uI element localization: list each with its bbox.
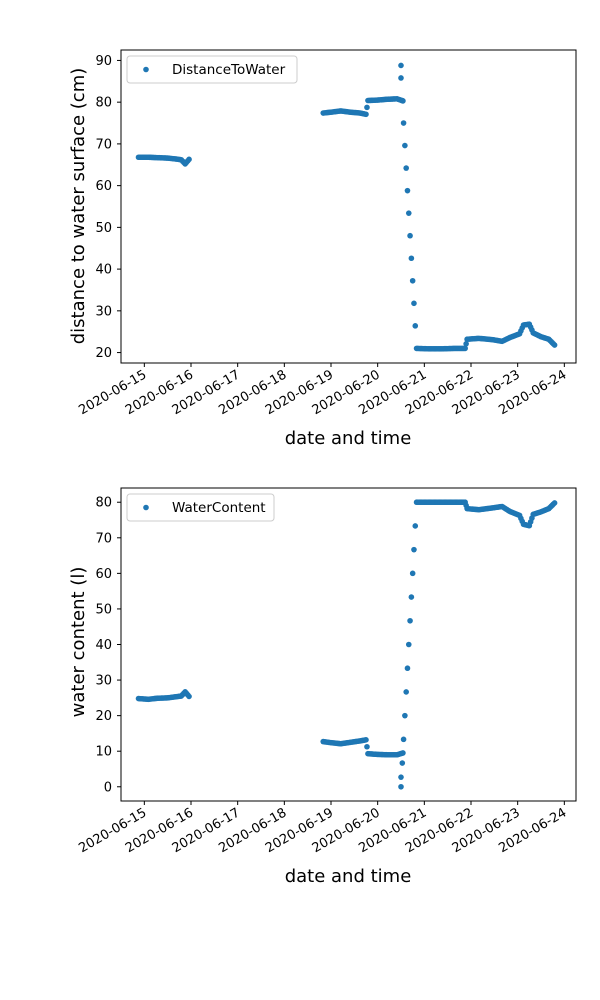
water-content-y-tick-label: 70: [95, 531, 112, 546]
distance-data-point: [398, 62, 404, 69]
distance-data-point: [463, 341, 469, 347]
water-content-legend: WaterContent: [126, 493, 275, 522]
water-content-y-tick-label: 0: [104, 780, 112, 795]
water-content-y-tick-label: 30: [95, 674, 112, 689]
water-content-data-point: [364, 743, 370, 750]
distance-data-point: [412, 323, 419, 329]
water-content-data-point: [551, 500, 558, 506]
distance-data-point: [407, 232, 413, 239]
distance-y-tick-label: 80: [95, 96, 112, 111]
distance-y-axis: 20 30 40 50 60 70 80 90: [95, 54, 121, 361]
distance-legend-box: [126, 55, 298, 84]
water-content-y-tick-label: 20: [95, 709, 112, 724]
distance-data-point: [400, 120, 407, 126]
distance-data-point: [403, 165, 409, 171]
water-content-y-tick-label: 50: [95, 602, 112, 617]
water-content-data-point: [399, 760, 406, 766]
distance-y-tick-label: 70: [95, 137, 112, 152]
distance-data-point: [405, 210, 412, 216]
distance-data-point: [402, 142, 408, 149]
distance-y-tick-label: 30: [95, 304, 112, 319]
water-content-y-tick-label: 80: [95, 496, 112, 511]
distance-data-point: [398, 75, 404, 81]
distance-data-point: [364, 104, 370, 111]
water-content-x-axis-label: date and time: [285, 866, 412, 887]
distance-y-tick-label: 60: [95, 179, 112, 194]
water-content-data-point: [402, 712, 408, 719]
water-content-data-point: [404, 665, 411, 672]
water-content-y-tick-label: 10: [95, 745, 112, 760]
water-content-marks: [135, 499, 558, 790]
distance-legend-label: DistanceToWater: [172, 62, 286, 78]
water-content-data-point: [407, 617, 413, 624]
distance-data-point: [411, 300, 417, 307]
water-content-y-tick-label: 40: [95, 638, 112, 653]
water-content-data-point: [400, 736, 407, 743]
distance-y-tick-label: 40: [95, 263, 112, 278]
distance-data-point: [404, 187, 411, 194]
water-content-data-point: [408, 594, 415, 600]
water-content-data-point: [400, 750, 406, 756]
water-content-y-axis: 0 10 20 30 40 50 60 70 80: [95, 496, 121, 795]
water-content-data-point: [398, 774, 404, 780]
water-content-data-point: [411, 546, 417, 553]
distance-x-axis-label: date and time: [285, 428, 412, 449]
distance-legend: DistanceToWater: [126, 55, 298, 84]
distance-y-tick-label: 20: [95, 346, 112, 361]
water-content-data-point: [398, 783, 404, 790]
distance-legend-marker: [143, 66, 149, 73]
water-content-data-point: [409, 570, 416, 577]
water-content-legend-marker: [143, 504, 149, 511]
water-content-data-point: [405, 641, 412, 648]
distance-data-point: [551, 342, 558, 348]
water-content-y-tick-label: 60: [95, 567, 112, 582]
distance-y-tick-label: 50: [95, 221, 112, 236]
water-content-legend-box: [126, 493, 275, 522]
water-content-data-point: [363, 737, 369, 743]
distance-data-point: [408, 255, 415, 262]
distance-data-point: [186, 156, 192, 163]
distance-data-point: [462, 345, 468, 352]
water-content-data-point: [186, 693, 192, 700]
distance-data-point: [363, 111, 369, 118]
distance-marks: [135, 62, 558, 352]
water-content-y-axis-label: water content (l): [68, 567, 89, 718]
water-content-data-point: [412, 523, 419, 529]
water-content-data-point: [403, 689, 409, 695]
distance-data-point: [399, 97, 406, 104]
water-content-legend-label: WaterContent: [172, 500, 266, 516]
distance-plot-frame: [120, 49, 577, 364]
distance-y-tick-label: 90: [95, 54, 112, 69]
distance-data-point: [409, 277, 416, 284]
distance-y-axis-label: distance to water surface (cm): [68, 68, 89, 345]
